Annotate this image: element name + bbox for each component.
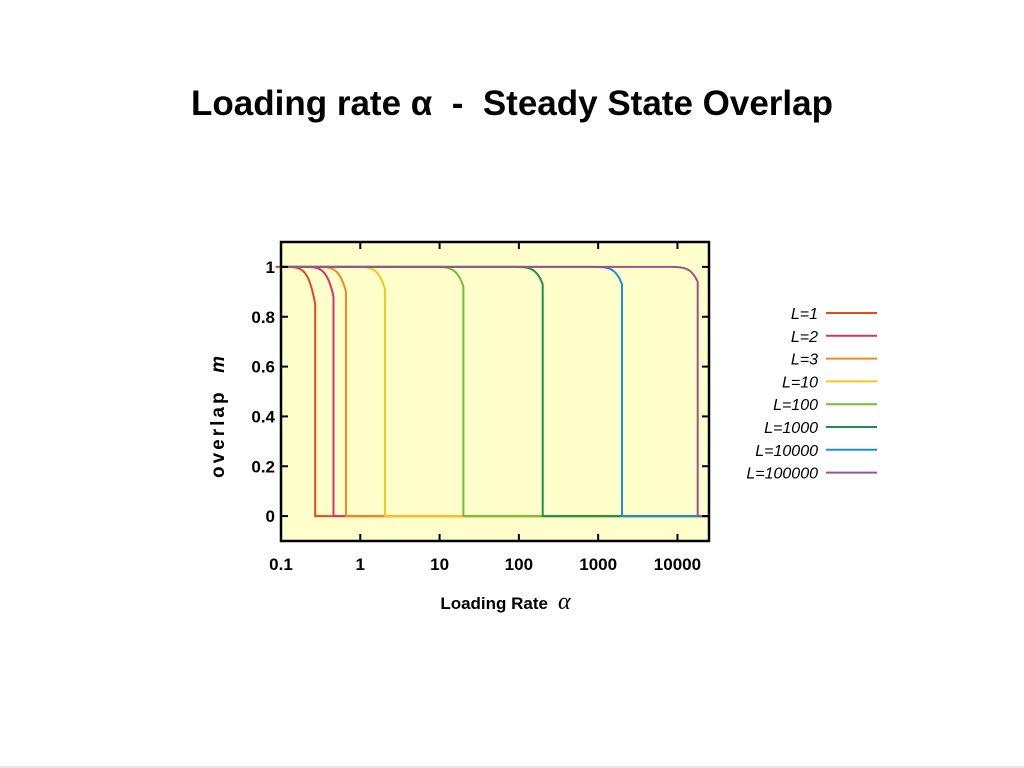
plot-frame [279,240,711,543]
y-tick-label: 0.2 [251,457,275,476]
y-tick-label: 0.8 [251,308,275,327]
x-tick-label: 0.1 [269,555,293,574]
x-tick-label: 10000 [654,555,701,574]
x-axis-symbol: α [558,589,571,615]
y-axis-symbol: m [208,356,229,373]
y-tick-label: 0.4 [251,407,275,426]
tick-layer: 0.1 1 10 100 1000 10000 0 0.2 0.4 0.6 0.8 1 [251,242,709,574]
x-tick-label: 1 [356,555,365,574]
legend-label: L=1000 [764,420,818,437]
legend-item: L=1000 [764,420,877,437]
legend-item: L=100000 [746,466,877,483]
y-tick-label: 1 [266,258,275,277]
plot-area [281,242,709,541]
legend-item: L=2 [791,329,877,346]
legend-label: L=10 [782,374,818,391]
legend-item: L=100 [773,397,877,414]
series-line-8 [281,265,709,518]
slide-title: Loading rate α - Steady State Overlap [191,84,833,123]
x-tick-label: 1000 [579,555,617,574]
legend-item: L=3 [791,352,877,369]
legend-label: L=1 [791,306,818,323]
legend-item: L=10 [782,374,877,391]
x-tick-label: 10 [430,555,449,574]
x-tick-label: 100 [505,555,533,574]
y-tick-label: 0.6 [251,358,275,377]
y-tick-label: 0 [266,507,275,526]
legend-item: L=1 [791,306,877,323]
legend-label: L=2 [791,329,818,346]
legend-item: L=10000 [755,443,877,460]
x-axis-label: Loading Rate [440,594,548,613]
legend-label: L=10000 [755,443,818,460]
y-axis-label: overlap [208,389,229,478]
bottom-divider [0,766,1024,768]
legend-label: L=100000 [746,466,818,483]
legend-label: L=3 [791,352,818,369]
legend: L=1 L=2 L=3 L=10 L=100 L=1000 L=10000 L=100000 [746,306,877,483]
legend-label: L=100 [773,397,818,414]
